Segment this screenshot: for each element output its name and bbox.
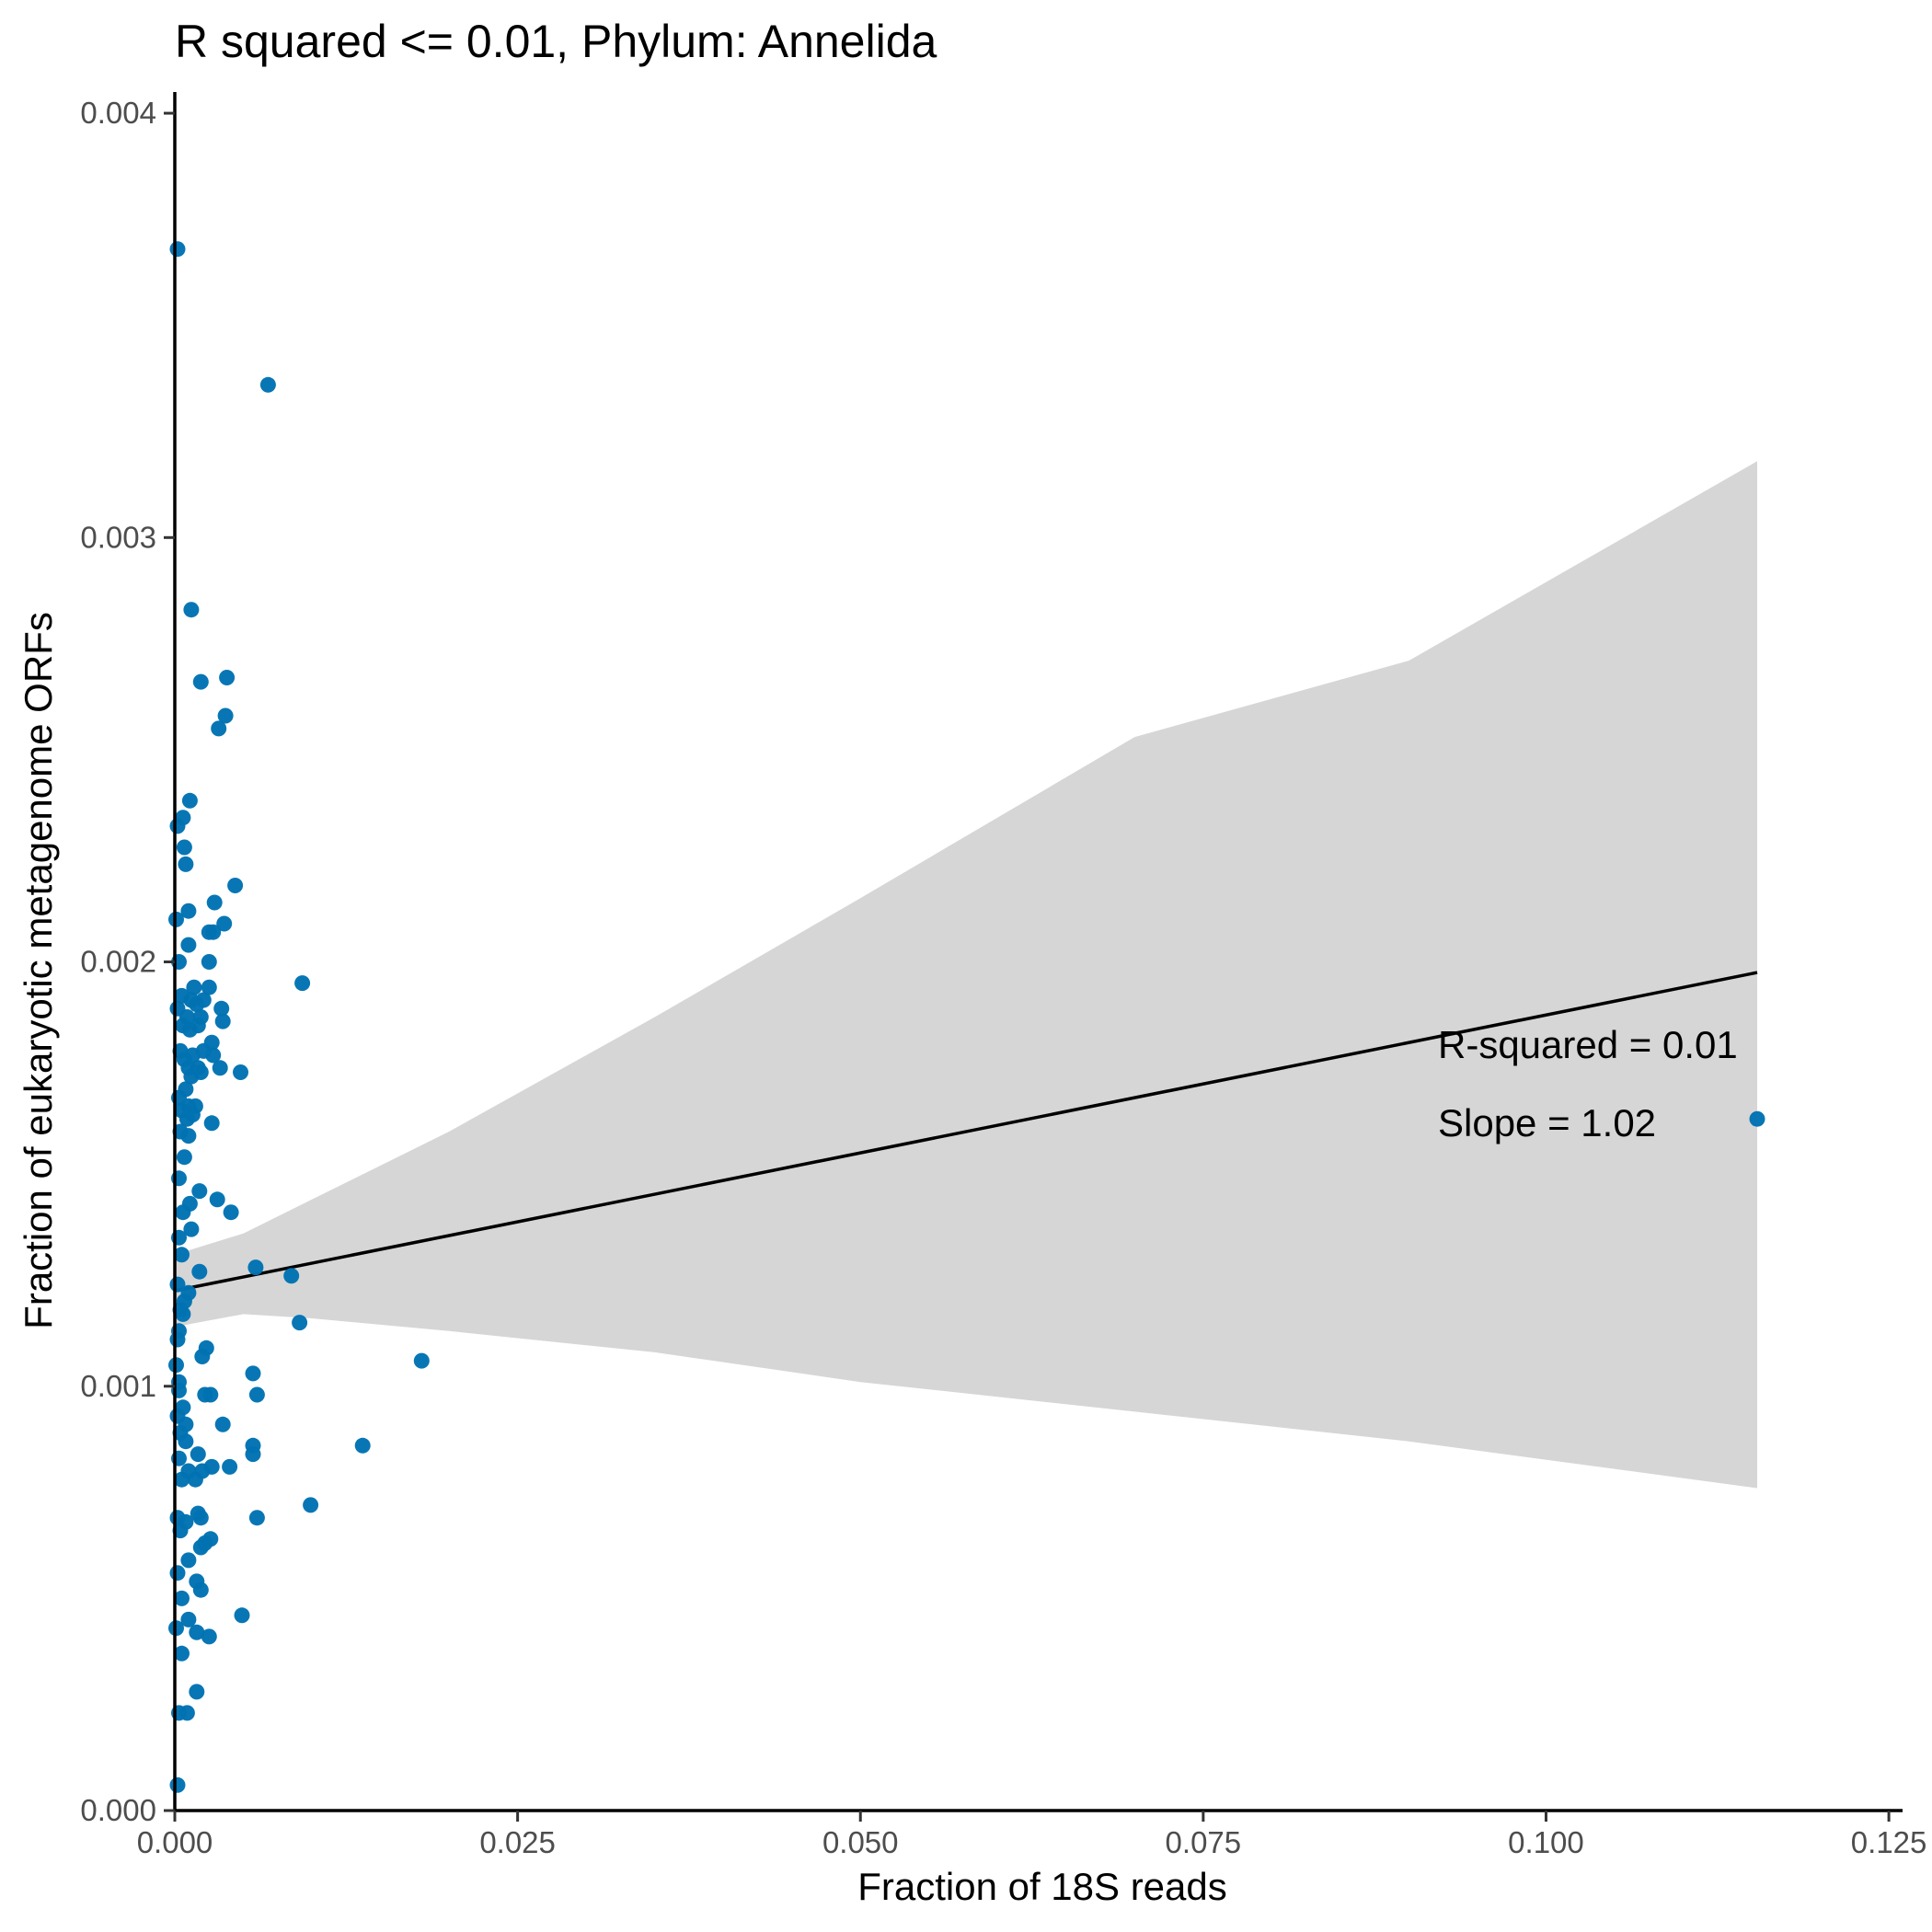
data-point	[216, 915, 233, 932]
confidence-band	[175, 461, 1757, 1489]
data-point	[413, 1352, 430, 1369]
data-point	[190, 1446, 206, 1463]
data-point	[194, 1349, 211, 1364]
data-point	[233, 1064, 248, 1080]
data-point	[183, 602, 200, 618]
data-point	[234, 1607, 250, 1624]
confidence-band-layer	[175, 461, 1757, 1489]
data-point	[191, 1263, 208, 1280]
regression-line	[174, 971, 1758, 1293]
data-point	[192, 1064, 209, 1080]
regression-line-layer	[174, 971, 1758, 1293]
axes-layer: 0.000 0.025 0.050 0.075 0.100 0.125 0.000 0.001…	[80, 92, 1926, 1859]
x-tick-label: 0.125	[1851, 1825, 1927, 1859]
data-point	[190, 1018, 206, 1034]
data-point	[169, 1331, 186, 1348]
data-point	[294, 975, 311, 992]
data-point	[175, 1204, 191, 1221]
x-tick-label: 0.025	[479, 1825, 556, 1859]
data-point	[205, 924, 222, 940]
data-point	[187, 1471, 203, 1488]
data-point	[213, 1000, 230, 1017]
y-tick-label: 0.004	[80, 96, 156, 130]
r-squared-annotation: R-squared = 0.01	[1438, 1023, 1738, 1066]
data-point	[192, 1510, 209, 1526]
data-point	[178, 856, 194, 872]
data-point	[206, 894, 223, 911]
data-point	[174, 1645, 190, 1662]
data-point	[222, 1458, 238, 1475]
y-tick-label: 0.001	[80, 1369, 156, 1403]
data-point	[183, 1221, 200, 1237]
data-point	[203, 1115, 220, 1132]
slope-annotation: Slope = 1.02	[1438, 1101, 1656, 1144]
y-tick-label: 0.000	[80, 1793, 156, 1827]
x-tick-label: 0.075	[1166, 1825, 1242, 1859]
data-point	[169, 1777, 186, 1793]
data-point	[248, 1386, 265, 1403]
data-point	[174, 1471, 190, 1488]
data-point	[214, 1013, 231, 1029]
data-point	[214, 1416, 231, 1432]
data-point	[192, 1581, 209, 1598]
data-point	[201, 1628, 217, 1645]
data-point	[192, 673, 209, 690]
chart-title: R squared <= 0.01, Phylum: Annelida	[175, 16, 937, 67]
x-tick-label: 0.050	[822, 1825, 899, 1859]
data-point	[174, 1590, 190, 1606]
data-point	[174, 1247, 190, 1263]
data-point	[181, 792, 198, 809]
data-point	[1749, 1110, 1765, 1127]
data-point	[186, 979, 202, 995]
data-point	[201, 954, 217, 970]
data-point	[212, 1060, 228, 1076]
data-point	[176, 839, 192, 856]
data-point	[219, 670, 236, 685]
data-point	[283, 1268, 300, 1284]
x-tick-label: 0.100	[1508, 1825, 1584, 1859]
data-point	[169, 1565, 186, 1581]
data-point	[178, 1705, 195, 1721]
data-point	[303, 1497, 319, 1513]
data-point	[248, 1510, 265, 1526]
data-point	[180, 1552, 197, 1569]
data-point	[227, 878, 244, 893]
data-point	[180, 937, 197, 953]
data-point	[192, 1539, 209, 1556]
data-point	[169, 818, 186, 834]
data-point	[223, 1204, 239, 1221]
data-point	[189, 1624, 205, 1640]
data-point	[176, 1149, 192, 1166]
data-point	[292, 1315, 308, 1331]
data-point	[245, 1446, 261, 1463]
data-point	[259, 376, 276, 393]
data-point	[184, 1107, 201, 1123]
data-point	[247, 1259, 264, 1276]
data-point	[180, 1611, 197, 1627]
data-point	[169, 241, 186, 258]
data-point	[191, 1183, 208, 1200]
y-axis-title: Fraction of eukaryotic metagenome ORFs	[17, 612, 60, 1329]
x-tick-label: 0.000	[137, 1825, 213, 1859]
data-point	[175, 1305, 191, 1322]
data-point	[209, 1191, 225, 1208]
data-point	[178, 1433, 194, 1450]
data-point	[189, 1684, 205, 1700]
data-point	[217, 707, 234, 724]
data-point	[195, 992, 212, 1008]
data-point	[197, 1386, 213, 1403]
data-point	[180, 1128, 197, 1144]
data-point	[201, 979, 217, 995]
data-point	[180, 903, 197, 919]
data-point	[211, 720, 227, 737]
x-axis-title: Fraction of 18S reads	[857, 1865, 1227, 1908]
data-point	[205, 1047, 222, 1064]
y-tick-label: 0.002	[80, 945, 156, 979]
data-point	[245, 1365, 261, 1382]
data-point	[354, 1437, 371, 1454]
y-tick-label: 0.003	[80, 520, 156, 554]
